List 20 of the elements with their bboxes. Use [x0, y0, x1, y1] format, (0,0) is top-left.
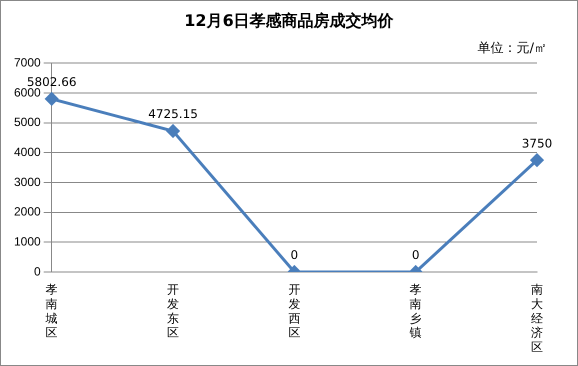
- y-tick-label: 0: [34, 264, 42, 278]
- x-tick-label: 孝南城区: [44, 282, 58, 340]
- point: [166, 124, 180, 138]
- data-label: 0: [290, 248, 298, 262]
- data-label: 0: [412, 248, 420, 262]
- point: [530, 154, 544, 167]
- y-tick-label: 1000: [14, 234, 42, 248]
- y-tick-label: 3000: [14, 174, 42, 189]
- y-tick-label: 7000: [14, 56, 42, 70]
- x-tick-label: 孝南乡镇: [408, 282, 422, 340]
- x-tick-label: 南大经济区: [531, 282, 543, 354]
- y-tick-label: 2000: [14, 204, 42, 219]
- x-tick-label: 开发西区: [288, 282, 300, 340]
- y-tick-label: 5000: [14, 115, 42, 130]
- y-tick-label: 4000: [14, 145, 42, 159]
- data-label: 4725.15: [148, 107, 198, 122]
- text: 单位：元/㎡: [478, 40, 547, 57]
- chart-title: 12月6日孝感商品房成交均价: [183, 11, 395, 32]
- data-label: 3750: [522, 136, 552, 150]
- x-tick-label: 开发东区: [167, 282, 180, 340]
